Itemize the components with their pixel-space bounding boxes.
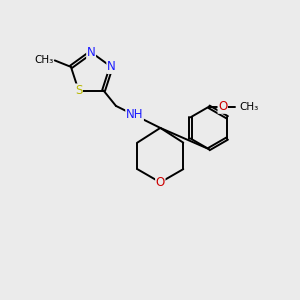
Text: N: N xyxy=(107,60,116,74)
Text: S: S xyxy=(75,84,82,97)
Text: CH₃: CH₃ xyxy=(239,102,258,112)
Text: O: O xyxy=(156,176,165,189)
Text: CH₃: CH₃ xyxy=(34,55,53,65)
Text: O: O xyxy=(218,100,227,113)
Text: NH: NH xyxy=(126,108,143,121)
Text: N: N xyxy=(87,46,95,59)
